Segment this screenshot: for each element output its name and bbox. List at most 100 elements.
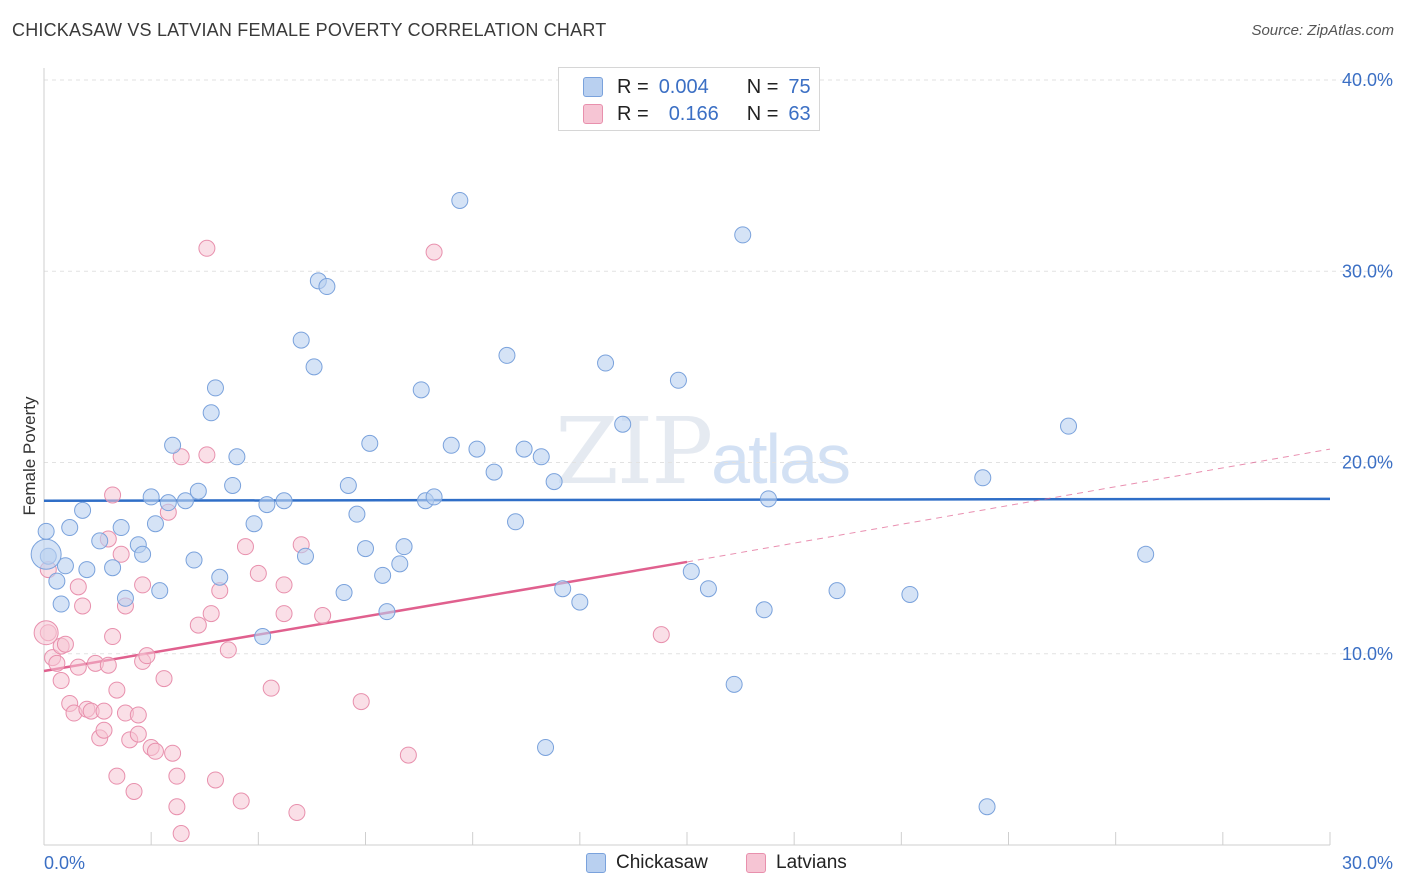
latvians-point: [314, 607, 332, 624]
chickasaw-point: [374, 566, 392, 584]
watermark-atlas: atlas: [711, 420, 851, 498]
latvians-point: [129, 725, 147, 743]
chickasaw-point: [292, 331, 310, 349]
chickasaw-point: [245, 515, 263, 533]
bottom-legend-latvians-label: Latvians: [776, 852, 847, 873]
chickasaw-point: [597, 354, 615, 372]
latvians-point: [155, 670, 173, 688]
chickasaw-point: [189, 482, 207, 500]
latvians-point: [236, 538, 254, 556]
latvians-point: [108, 681, 126, 699]
chickasaw-point: [515, 440, 533, 458]
watermark-zip: ZIP: [555, 398, 713, 505]
legend-n-label: N =: [746, 75, 779, 98]
chickasaw-point: [357, 540, 374, 558]
chickasaw-point: [305, 358, 323, 376]
axes: [43, 68, 1331, 846]
latvians-point: [69, 658, 87, 676]
latvians-point: [352, 693, 370, 711]
chickasaw-point: [901, 585, 919, 603]
legend-row-latvians: R = 0.166 N = 63: [583, 102, 811, 126]
chickasaw-point: [395, 538, 413, 556]
latvians-point: [134, 576, 152, 594]
latvians-point: [198, 446, 216, 464]
latvians-point: [33, 620, 59, 646]
chickasaw-point: [412, 381, 430, 399]
latvians-point: [425, 243, 443, 261]
latvians-point: [104, 628, 122, 646]
latvians-point: [288, 803, 306, 821]
chickasaw-point: [442, 436, 460, 454]
chickasaw-point: [507, 513, 525, 531]
latvians-point: [56, 635, 74, 653]
latvians-point: [232, 792, 250, 810]
legend-n-value: 75: [788, 75, 811, 98]
stats-legend: R = 0.004 N = 75 R = 0.166 N = 63: [558, 67, 820, 131]
chickasaw-point: [30, 538, 62, 570]
latvians-point: [104, 486, 122, 504]
latvians-point: [52, 672, 70, 690]
chickasaw-point: [56, 557, 74, 575]
chickasaw-point: [146, 515, 164, 533]
chickasaw-point: [176, 492, 194, 510]
legend-swatch-pink: [583, 104, 603, 124]
latvians-point: [95, 721, 113, 739]
latvians-point: [275, 576, 293, 594]
chickasaw-point: [258, 496, 276, 514]
chickasaw-point: [134, 545, 152, 563]
y-tick-label: 10.0%: [1342, 644, 1393, 664]
chickasaw-point: [48, 572, 66, 590]
chickasaw-point: [151, 582, 169, 600]
watermark: ZIPatlas: [555, 398, 851, 505]
chickasaw-point: [91, 532, 109, 550]
chickasaw-point: [224, 476, 242, 494]
legend-r-value: 0.166: [668, 102, 719, 125]
chickasaw-point: [318, 278, 336, 296]
chickasaw-point: [116, 589, 134, 607]
latvians-point: [275, 605, 293, 623]
chickasaw-point: [1060, 417, 1078, 435]
chickasaw-point: [348, 505, 366, 523]
chickasaw-point: [104, 559, 122, 577]
latvians-point: [99, 656, 117, 674]
latvians-point: [95, 702, 113, 720]
latvians-point: [172, 448, 190, 466]
chickasaw-point: [755, 601, 773, 619]
bottom-swatch-pink: [746, 853, 766, 873]
source-label: Source: ZipAtlas.com: [1251, 22, 1394, 39]
latvians-point: [168, 798, 186, 816]
chickasaw-point: [682, 563, 700, 581]
latvians-point: [146, 742, 164, 760]
chickasaw-point: [228, 448, 246, 466]
chickasaw-point: [485, 463, 503, 481]
chickasaw-point: [335, 584, 353, 602]
legend-n-label: N =: [746, 102, 779, 125]
y-tick-label: 30.0%: [1342, 261, 1393, 281]
bottom-legend-chickasaw-label: Chickasaw: [616, 852, 708, 873]
chickasaw-point: [37, 522, 55, 540]
latvians-point: [206, 771, 224, 789]
y-tick-label: 20.0%: [1342, 453, 1393, 473]
chickasaw-point: [339, 476, 357, 494]
latvians-point: [138, 647, 156, 665]
latvians-point: [219, 641, 237, 659]
latvians-point: [262, 679, 280, 697]
chickasaw-point: [669, 371, 687, 389]
legend-r-label: R =: [617, 75, 649, 98]
legend-n-value: 63: [788, 102, 811, 125]
chickasaw-point: [699, 580, 717, 598]
latvians-point: [399, 746, 417, 764]
latvians-point: [48, 654, 66, 672]
data-points: [30, 191, 1155, 843]
chickasaw-point: [451, 191, 469, 209]
chickasaw-point: [378, 603, 396, 621]
legend-r-label: R =: [617, 102, 649, 125]
chickasaw-point: [828, 582, 846, 600]
chickasaw-point: [164, 436, 182, 454]
chickasaw-point: [206, 379, 224, 397]
chickasaw-point: [532, 448, 550, 466]
chickasaw-point: [537, 738, 555, 756]
chickasaw-point: [974, 469, 992, 487]
chickasaw-point: [275, 492, 293, 510]
